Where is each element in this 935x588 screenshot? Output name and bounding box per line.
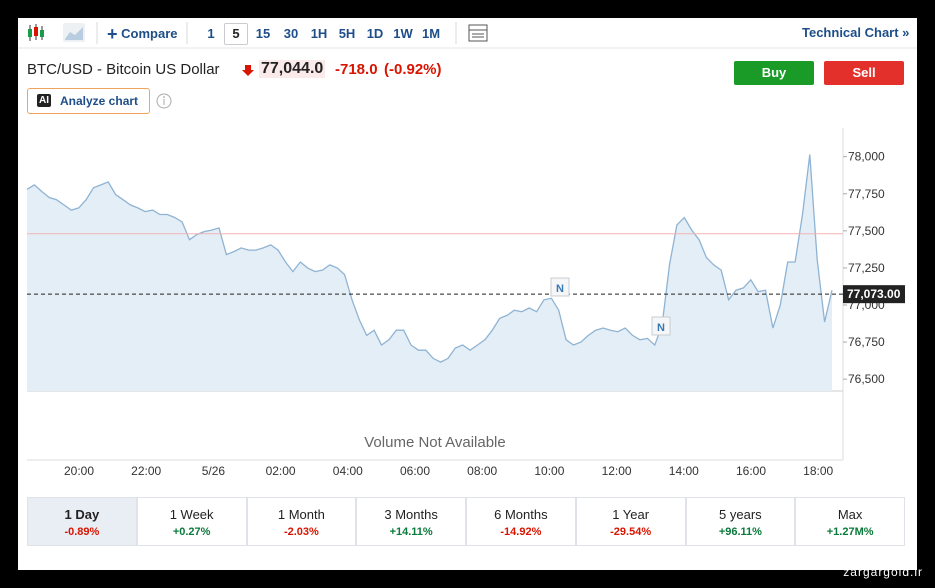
x-tick-label: 16:00 xyxy=(736,464,766,478)
sell-button[interactable]: Sell xyxy=(824,61,904,85)
period-label: 1 Year xyxy=(612,507,650,522)
news-marker xyxy=(550,277,570,297)
x-tick-label: 22:00 xyxy=(131,464,161,478)
interval-button[interactable]: 5H xyxy=(338,26,356,41)
x-tick-label: 18:00 xyxy=(803,464,833,478)
period-button[interactable]: 1 Year -29.54% xyxy=(575,497,686,546)
interval-button[interactable]: 1D xyxy=(366,26,384,41)
last-price-box xyxy=(843,285,905,304)
news-marker xyxy=(651,316,671,336)
price: 77,044.0 xyxy=(259,60,326,78)
period-label: 5 years xyxy=(719,507,762,522)
period-button[interactable]: 6 Months -14.92% xyxy=(466,497,576,546)
change: -718.0 xyxy=(335,61,378,78)
compare-button[interactable]: + Compare xyxy=(107,24,178,44)
x-tick-label: 06:00 xyxy=(400,464,430,478)
period-button[interactable]: 1 Month -2.03% xyxy=(246,497,357,546)
x-tick-label: 04:00 xyxy=(333,464,363,478)
y-tick-label: 77,500 xyxy=(848,224,885,238)
period-button[interactable]: 3 Months +14.11% xyxy=(356,497,466,546)
interval-button[interactable]: 1H xyxy=(310,26,328,41)
x-tick-label: 02:00 xyxy=(266,464,296,478)
news-marker-label: N xyxy=(556,283,564,295)
period-button[interactable]: 1 Day -0.89% xyxy=(27,497,137,546)
period-label: Max xyxy=(837,507,863,522)
footer-watermark: zargargold.ir xyxy=(843,565,923,579)
period-label: 3 Months xyxy=(384,507,438,522)
period-label: 1 Month xyxy=(277,507,325,522)
period-change: -14.92% xyxy=(500,526,542,538)
interval-button[interactable]: 15 xyxy=(255,26,271,41)
period-change: -29.54% xyxy=(610,526,652,538)
candle-icon xyxy=(28,24,44,41)
x-tick-label: 14:00 xyxy=(669,464,699,478)
x-tick-label: 20:00 xyxy=(64,464,94,478)
period-button[interactable]: 1 Week +0.27% xyxy=(136,497,247,546)
interval-button[interactable]: 1W xyxy=(393,26,413,41)
period-change: -0.89% xyxy=(64,526,100,538)
change-percent: (-0.92%) xyxy=(384,61,442,78)
table-icon xyxy=(468,24,488,42)
interval-button[interactable]: 5 xyxy=(224,23,248,45)
y-tick-label: 78,000 xyxy=(848,150,885,164)
symbol-title: BTC/USD - Bitcoin US Dollar xyxy=(27,61,220,78)
period-label: 1 Week xyxy=(169,507,214,522)
buy-button[interactable]: Buy xyxy=(734,61,814,85)
x-tick-label: 08:00 xyxy=(467,464,497,478)
last-price-label: 77,073.00 xyxy=(847,287,901,301)
info-icon xyxy=(156,93,172,109)
period-change: -2.03% xyxy=(283,526,319,538)
period-label: 6 Months xyxy=(494,507,548,522)
period-change: +0.27% xyxy=(172,526,211,538)
area-icon xyxy=(63,23,85,42)
analyze-button[interactable]: AI Analyze chart xyxy=(27,88,150,114)
y-tick-label: 77,750 xyxy=(848,187,885,201)
period-change: +96.11% xyxy=(718,526,762,538)
news-marker-label: N xyxy=(657,322,665,334)
x-tick-label: 10:00 xyxy=(534,464,564,478)
interval-button[interactable]: 30 xyxy=(283,26,299,41)
interval-button[interactable]: 1 xyxy=(207,26,215,41)
x-tick-label: 5/26 xyxy=(202,464,226,478)
period-button[interactable]: Max +1.27M% xyxy=(795,497,905,546)
ai-badge: AI xyxy=(37,94,51,107)
period-change: +1.27M% xyxy=(826,526,874,538)
price-line xyxy=(26,154,833,363)
period-change: +14.11% xyxy=(389,526,433,538)
interval-button[interactable]: 1M xyxy=(421,26,441,41)
period-label: 1 Day xyxy=(64,507,100,522)
volume-note: Volume Not Available xyxy=(364,434,505,451)
down-arrow xyxy=(242,65,254,76)
y-tick-label: 77,250 xyxy=(848,261,885,275)
y-tick-label: 76,750 xyxy=(848,335,885,349)
analyze-label: Analyze chart xyxy=(60,94,139,108)
compare-label: Compare xyxy=(121,26,178,41)
y-tick-label: 76,500 xyxy=(848,372,885,386)
technical-chart-link[interactable]: Technical Chart » xyxy=(802,25,910,40)
x-tick-label: 12:00 xyxy=(602,464,632,478)
area xyxy=(27,154,832,391)
period-button[interactable]: 5 years +96.11% xyxy=(685,497,796,546)
